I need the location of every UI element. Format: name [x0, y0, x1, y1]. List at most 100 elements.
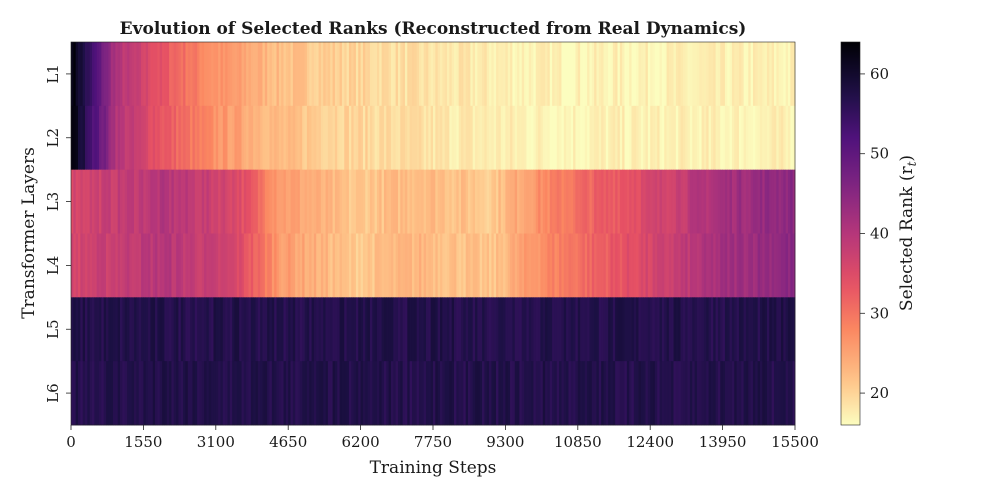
heatmap-cell — [703, 42, 707, 107]
heatmap-cell — [421, 233, 425, 298]
heatmap-cell — [759, 105, 763, 171]
heatmap-cell — [559, 105, 562, 171]
heatmap-cell — [176, 42, 179, 107]
heatmap-cell — [390, 297, 394, 362]
heatmap-cell — [554, 361, 558, 426]
heatmap-cell — [682, 42, 686, 107]
heatmap-cell — [152, 42, 156, 107]
heatmap-cell — [108, 233, 112, 298]
heatmap-cell — [587, 42, 590, 107]
heatmap-cell — [458, 42, 462, 107]
heatmap-cell — [262, 361, 266, 426]
heatmap-cell — [486, 105, 490, 171]
heatmap-cell — [680, 105, 684, 171]
heatmap-cell — [566, 361, 569, 426]
heatmap-cell — [101, 297, 105, 362]
heatmap-cell — [236, 233, 240, 298]
heatmap-cell — [440, 42, 443, 107]
heatmap-cell — [682, 297, 686, 362]
heatmap-cell — [339, 297, 343, 362]
heatmap-cell — [379, 361, 383, 426]
heatmap-cell — [566, 169, 569, 234]
heatmap-cell — [276, 169, 280, 234]
heatmap-cell — [764, 42, 768, 107]
heatmap-cell — [489, 105, 492, 171]
heatmap-cell — [584, 169, 588, 234]
heatmap-cell — [727, 42, 731, 107]
heatmap-cell — [755, 169, 759, 234]
heatmap-cell — [582, 233, 586, 298]
heatmap-cell — [232, 233, 235, 298]
heatmap-cell — [127, 297, 130, 362]
heatmap-cell — [411, 169, 415, 234]
heatmap-cell — [773, 233, 777, 298]
heatmap-cell — [218, 361, 221, 426]
heatmap-cell — [211, 361, 214, 426]
heatmap-cell — [407, 361, 411, 426]
heatmap-cell — [376, 42, 380, 107]
heatmap-cell — [381, 233, 385, 298]
heatmap-cell — [390, 169, 394, 234]
heatmap-cell — [381, 42, 385, 107]
heatmap-cell — [773, 169, 777, 234]
heatmap-cell — [325, 233, 329, 298]
heatmap-cell — [477, 233, 481, 298]
heatmap-cell — [250, 169, 254, 234]
heatmap-cell — [113, 42, 116, 107]
heatmap-cell — [164, 361, 168, 426]
heatmap-cell — [598, 297, 602, 362]
heatmap-cell — [713, 105, 716, 171]
heatmap-cell — [183, 361, 186, 426]
heatmap-cell — [178, 105, 182, 171]
heatmap-cell — [143, 105, 147, 171]
heatmap-cell — [703, 361, 707, 426]
heatmap-cell — [236, 297, 240, 362]
heatmap-cell — [173, 42, 177, 107]
heatmap-cell — [454, 169, 457, 234]
heatmap-cell — [573, 169, 576, 234]
heatmap-cell — [211, 297, 214, 362]
heatmap-cell — [545, 169, 548, 234]
heatmap-cell — [355, 169, 359, 234]
heatmap-cell — [353, 42, 357, 107]
heatmap-cell — [461, 361, 464, 426]
heatmap-cell — [776, 361, 780, 426]
heatmap-cell — [292, 169, 296, 234]
heatmap-cell — [727, 361, 731, 426]
heatmap-cell — [463, 169, 467, 234]
heatmap-cell — [605, 297, 609, 362]
heatmap-cell — [397, 105, 401, 171]
heatmap-cell — [166, 361, 170, 426]
heatmap-cell — [493, 361, 497, 426]
heatmap-cell — [696, 42, 700, 107]
heatmap-cell — [369, 297, 373, 362]
heatmap-cell — [668, 42, 672, 107]
heatmap-cell — [601, 297, 604, 362]
heatmap-cell — [318, 361, 322, 426]
heatmap-cell — [197, 169, 200, 234]
heatmap-cell — [573, 233, 576, 298]
heatmap-cell — [358, 105, 361, 171]
heatmap-cell — [145, 233, 149, 298]
heatmap-cell — [447, 105, 450, 171]
heatmap-cell — [526, 233, 530, 298]
heatmap-cell — [619, 361, 623, 426]
heatmap-cell — [234, 169, 238, 234]
heatmap-cell — [232, 297, 235, 362]
heatmap-cell — [360, 169, 364, 234]
heatmap-cell — [540, 233, 544, 298]
heatmap-cell — [110, 233, 114, 298]
heatmap-cell — [393, 105, 397, 171]
heatmap-cell — [612, 169, 616, 234]
heatmap-cell — [299, 361, 303, 426]
heatmap-cell — [510, 42, 513, 107]
heatmap-cell — [393, 42, 397, 107]
heatmap-cell — [129, 105, 133, 171]
heatmap-cell — [528, 169, 532, 234]
heatmap-cell — [605, 169, 609, 234]
heatmap-cell — [689, 361, 693, 426]
heatmap-cell — [734, 297, 738, 362]
heatmap-cell — [428, 297, 432, 362]
heatmap-cell — [619, 105, 623, 171]
heatmap-cell — [748, 361, 752, 426]
